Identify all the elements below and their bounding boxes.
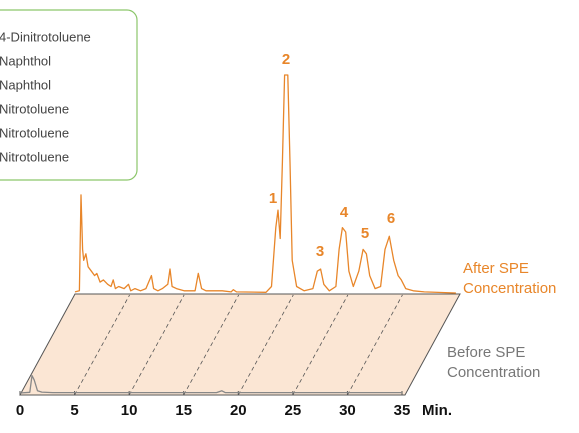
depth-line <box>183 294 240 396</box>
peak-label: 3 <box>316 243 324 260</box>
legend-item: Nitrotoluene <box>0 125 69 140</box>
x-tick-label: 30 <box>339 402 356 419</box>
depth-line <box>237 294 294 396</box>
legend-item: Naphthol <box>0 77 51 92</box>
depth-line <box>292 294 349 396</box>
peak-label: 2 <box>282 51 290 68</box>
x-tick-label: 25 <box>285 402 302 419</box>
trace <box>74 74 456 294</box>
legend-item: Naphthol <box>0 53 51 68</box>
x-tick-label: 10 <box>121 402 138 419</box>
x-tick-label: 20 <box>230 402 247 419</box>
legend-item: 4-Dinitrotoluene <box>0 29 91 44</box>
peak-label: 5 <box>361 225 369 242</box>
peak-label: 1 <box>269 190 277 207</box>
depth-line <box>347 294 403 396</box>
x-tick-label: 15 <box>175 402 192 419</box>
depth-line <box>128 294 185 396</box>
plane <box>19 293 461 396</box>
trace-label: After SPE Concentration <box>463 260 557 297</box>
legend-item: Nitrotoluene <box>0 101 69 116</box>
trace <box>19 374 402 394</box>
x-tick-label: 35 <box>394 402 411 419</box>
x-tick-label: 5 <box>70 402 78 419</box>
peak-label: 4 <box>340 204 349 221</box>
depth-line <box>74 294 130 396</box>
legend-box <box>0 9 138 181</box>
x-axis-label: Min. <box>422 402 452 419</box>
trace-label: Before SPE Concentration <box>447 344 541 381</box>
x-tick-label: 0 <box>16 402 24 419</box>
peak-label: 6 <box>387 210 395 227</box>
legend-item: Nitrotoluene <box>0 149 69 164</box>
